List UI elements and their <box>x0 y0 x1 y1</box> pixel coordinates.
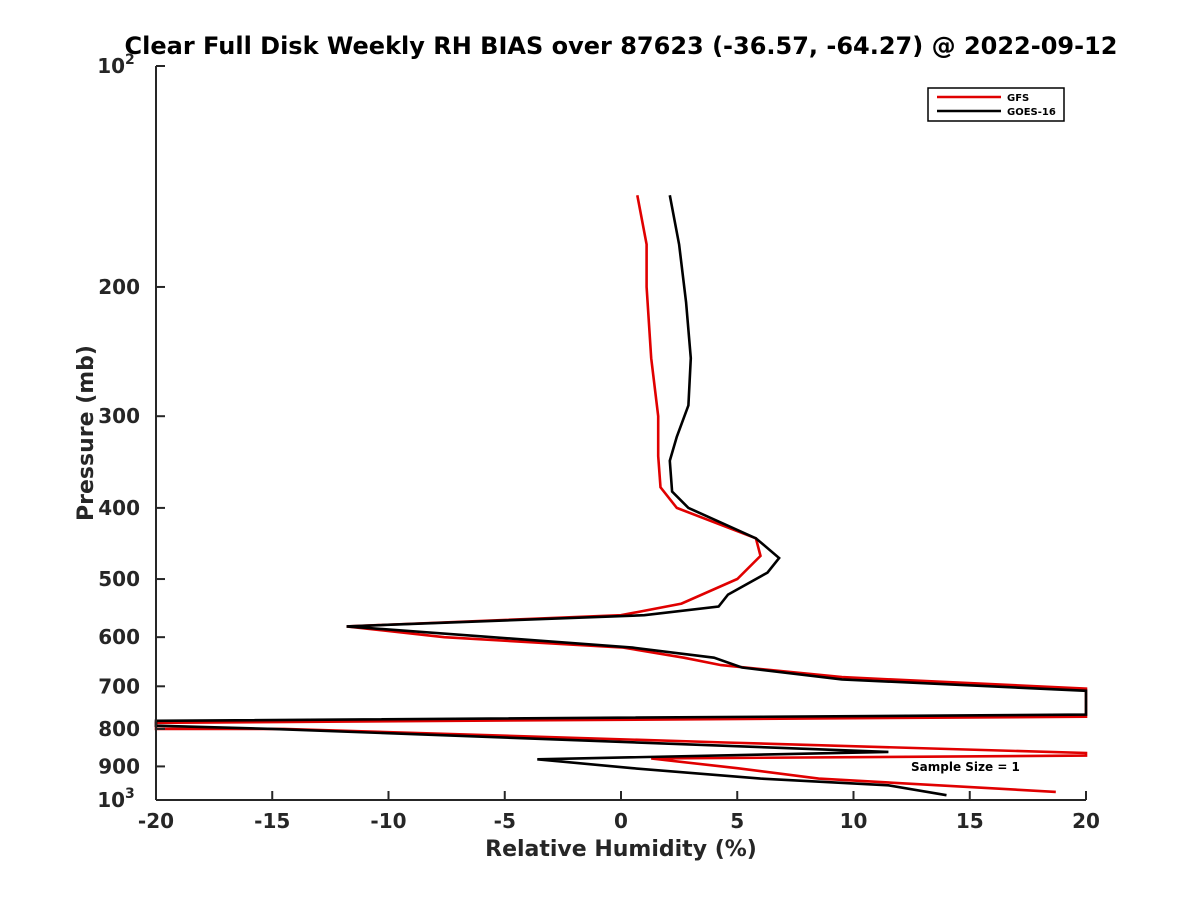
legend-label-gfs: GFS <box>1007 93 1029 104</box>
y-axis-label: Pressure (mb) <box>74 345 99 521</box>
x-axis-label: Relative Humidity (%) <box>485 837 757 862</box>
x-tick-label: -20 <box>138 809 174 833</box>
y-tick-label: 103 <box>97 786 135 812</box>
x-ticks: -20 -15 -10 -5 0 5 10 15 20 <box>138 791 1100 833</box>
y-tick-label: 500 <box>98 567 140 591</box>
chart-title: Clear Full Disk Weekly RH BIAS over 8762… <box>125 32 1118 60</box>
y-tick-label: 102 <box>97 52 135 78</box>
series-line-gfs <box>154 195 1088 794</box>
y-tick-label: 800 <box>98 717 140 741</box>
x-tick-label: -15 <box>254 809 290 833</box>
x-tick-label: -10 <box>370 809 406 833</box>
y-ticks: 102 200 300 400 500 600 700 800 900 103 <box>97 52 165 812</box>
sample-size-annotation: Sample Size = 1 <box>911 760 1020 774</box>
y-tick-label: 600 <box>98 625 140 649</box>
x-tick-label: 15 <box>956 809 984 833</box>
y-tick-label: 900 <box>98 754 140 778</box>
legend-label-goes16: GOES-16 <box>1007 107 1056 118</box>
x-tick-label: 0 <box>614 809 628 833</box>
axes <box>155 66 1086 801</box>
y-tick-label: 700 <box>98 674 140 698</box>
x-tick-label: 20 <box>1072 809 1100 833</box>
series-line-goes16 <box>154 195 1088 797</box>
legend: GFS GOES-16 <box>927 87 1065 122</box>
plot-area <box>154 195 1088 797</box>
y-tick-label: 300 <box>98 404 140 428</box>
x-tick-label: 5 <box>730 809 744 833</box>
legend-box <box>927 87 1065 122</box>
x-tick-label: 10 <box>840 809 868 833</box>
y-tick-label: 400 <box>98 496 140 520</box>
y-tick-label: 200 <box>98 275 140 299</box>
x-tick-label: -5 <box>494 809 516 833</box>
